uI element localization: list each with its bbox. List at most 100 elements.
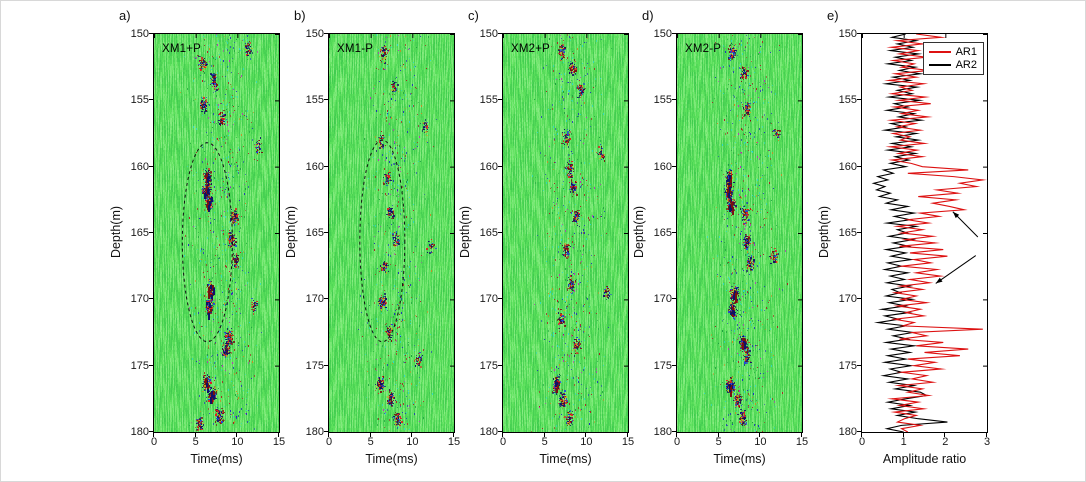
- y-tick-label: 170: [838, 293, 857, 306]
- y-tick-label: 165: [653, 227, 672, 239]
- panel-d: d) Depth(m) XM2-P Time(ms) 150 155 160 165 1…: [632, 8, 808, 466]
- y-tick-label: 170: [479, 293, 498, 306]
- time-axis-label-c: Time(ms): [539, 452, 592, 466]
- y-tick-mark: [324, 232, 328, 233]
- panel-letter-b: b): [294, 8, 306, 23]
- panel-letter-e: e): [827, 8, 839, 23]
- x-tick-label: 15: [795, 436, 809, 448]
- y-tick-mark: [498, 298, 502, 300]
- x-tick-label: 5: [715, 436, 722, 448]
- x-tick-label: 15: [447, 436, 461, 448]
- y-tick-mark: [672, 232, 676, 233]
- ratio-canvas: [862, 34, 987, 432]
- time-axis-label-a: Time(ms): [190, 452, 243, 466]
- trace-label-a: XM1+P: [162, 43, 202, 55]
- x-tick-label: 0: [499, 436, 507, 448]
- x-tick-mark: [502, 433, 503, 437]
- y-tick-mark: [149, 232, 153, 233]
- legend: AR1 AR2: [922, 42, 984, 75]
- y-tick-label: 175: [130, 359, 149, 372]
- y-tick-label: 160: [653, 160, 672, 173]
- x-tick-mark: [676, 433, 677, 437]
- y-tick-mark: [149, 165, 153, 167]
- y-tick-label: 165: [838, 227, 857, 239]
- time-axis-label-d: Time(ms): [713, 452, 766, 466]
- y-tick-mark: [857, 99, 861, 101]
- legend-line-ar1-icon: [928, 50, 951, 53]
- x-tick-label: 0: [150, 436, 158, 448]
- x-tick-label: 5: [367, 436, 374, 448]
- legend-entry-ar2: AR2: [928, 58, 977, 71]
- y-tick-label: 155: [479, 94, 498, 107]
- y-tick-mark: [149, 99, 153, 101]
- seismic-canvas-d: [677, 34, 802, 432]
- y-tick-mark: [857, 431, 861, 432]
- panel-e: e) Depth(m) AR1 AR2 Amplitude ratio 150 1…: [817, 8, 990, 466]
- x-tick-mark: [801, 433, 802, 437]
- y-tick-mark: [149, 431, 153, 432]
- y-tick-mark: [498, 33, 502, 34]
- y-tick-label: 175: [305, 359, 324, 372]
- y-tick-mark: [498, 99, 502, 101]
- legend-line-ar2-icon: [928, 63, 951, 66]
- legend-label-ar2: AR2: [955, 58, 977, 71]
- y-tick-mark: [498, 364, 502, 366]
- x-tick-mark: [585, 433, 587, 437]
- x-tick-label: 10: [406, 436, 419, 448]
- y-tick-mark: [857, 33, 861, 34]
- y-tick-label: 170: [130, 293, 149, 306]
- y-tick-mark: [324, 33, 328, 34]
- ratio-axis-label: Amplitude ratio: [882, 452, 967, 466]
- x-tick-mark: [759, 433, 761, 437]
- trace-label-b: XM1-P: [337, 43, 374, 55]
- y-tick-mark: [857, 298, 861, 300]
- x-tick-label: 15: [272, 436, 286, 448]
- y-tick-mark: [149, 364, 153, 366]
- x-tick-mark: [902, 433, 904, 437]
- x-tick-mark: [861, 433, 862, 437]
- y-tick-mark: [672, 99, 676, 101]
- y-tick-mark: [857, 232, 861, 233]
- y-tick-label: 175: [838, 359, 857, 372]
- time-axis-label-b: Time(ms): [365, 452, 418, 466]
- y-tick-mark: [672, 364, 676, 366]
- y-tick-label: 150: [479, 28, 498, 40]
- y-tick-mark: [149, 298, 153, 300]
- y-tick-label: 175: [479, 359, 498, 372]
- y-tick-mark: [857, 364, 861, 366]
- y-tick-label: 155: [653, 94, 672, 107]
- seismic-canvas-a: [154, 34, 279, 432]
- y-tick-label: 155: [305, 94, 324, 107]
- x-tick-label: 1: [900, 436, 907, 448]
- y-tick-label: 155: [838, 94, 857, 107]
- legend-label-ar1: AR1: [955, 45, 977, 58]
- x-tick-mark: [411, 433, 413, 437]
- panel-letter-a: a): [119, 8, 131, 23]
- x-tick-label: 0: [325, 436, 333, 448]
- x-tick-label: 5: [192, 436, 199, 448]
- x-tick-mark: [369, 433, 371, 437]
- y-tick-label: 160: [838, 160, 857, 173]
- y-tick-label: 150: [838, 28, 857, 40]
- y-tick-label: 175: [653, 359, 672, 372]
- x-tick-label: 10: [580, 436, 593, 448]
- x-tick-mark: [236, 433, 238, 437]
- x-tick-mark: [278, 433, 279, 437]
- seismic-plot-c: XM2+P: [502, 33, 629, 433]
- y-tick-label: 160: [305, 160, 324, 173]
- y-tick-mark: [149, 33, 153, 34]
- y-tick-label: 150: [653, 28, 672, 40]
- panel-letter-d: d): [642, 8, 654, 23]
- trace-label-c: XM2+P: [511, 43, 551, 55]
- y-tick-label: 180: [130, 426, 149, 438]
- x-tick-mark: [328, 433, 329, 437]
- x-tick-mark: [986, 433, 987, 437]
- x-tick-mark: [627, 433, 628, 437]
- y-tick-mark: [498, 431, 502, 432]
- y-tick-mark: [324, 99, 328, 101]
- panel-letter-c: c): [468, 8, 479, 23]
- x-tick-label: 5: [541, 436, 548, 448]
- y-tick-mark: [324, 431, 328, 432]
- y-tick-label: 180: [305, 426, 324, 438]
- y-tick-label: 160: [130, 160, 149, 173]
